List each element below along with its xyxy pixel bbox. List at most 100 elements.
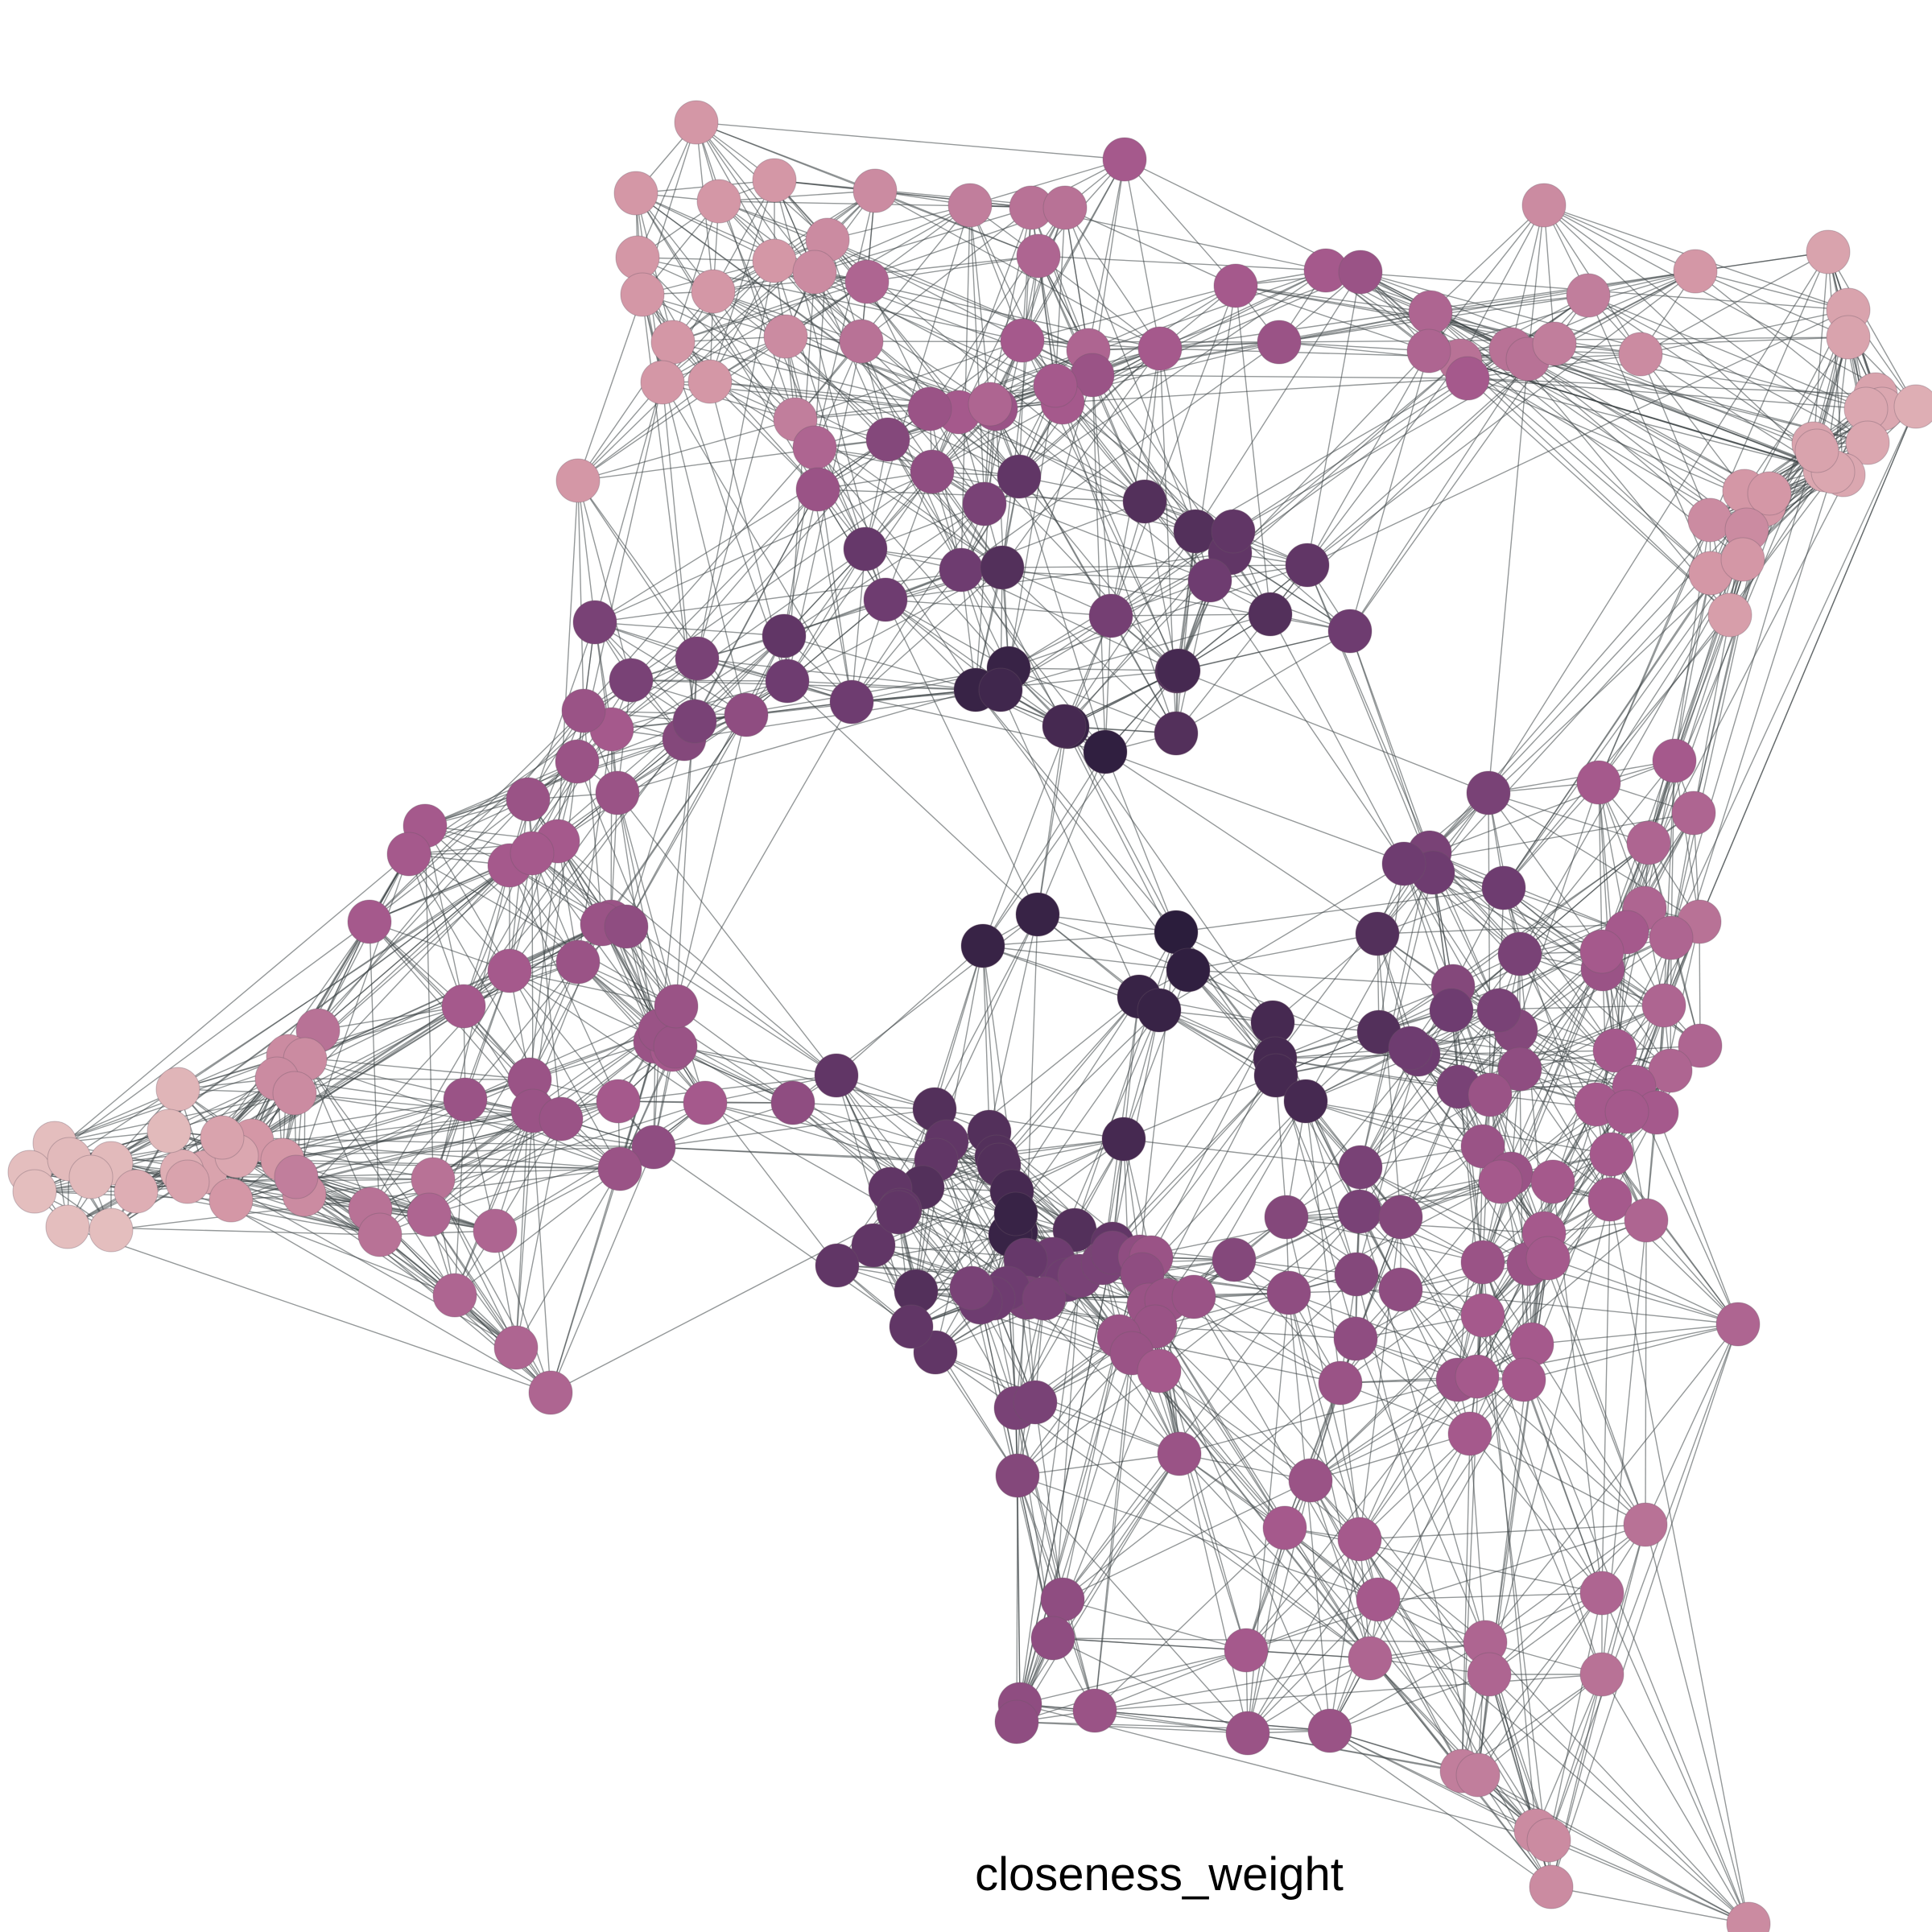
graph-edge xyxy=(662,336,786,383)
graph-edge xyxy=(1329,1730,1550,1841)
graph-edge xyxy=(935,1352,1180,1455)
graph-edge xyxy=(287,1055,530,1080)
graph-edge xyxy=(1459,204,1545,361)
graph-edge xyxy=(1124,159,1161,349)
graph-edge xyxy=(696,658,976,691)
graph-node xyxy=(539,1096,584,1141)
graph-node xyxy=(1171,1274,1216,1319)
graph-edge xyxy=(696,439,889,659)
graph-node xyxy=(1720,537,1765,582)
graph-edge xyxy=(1179,1453,1311,1481)
graph-node xyxy=(572,600,617,645)
graph-edge xyxy=(934,1108,1125,1140)
graph-edge xyxy=(1377,1592,1603,1600)
graph-edge xyxy=(1037,914,1189,971)
graph-edge xyxy=(969,204,985,505)
graph-node xyxy=(1579,1571,1624,1616)
graph-edge xyxy=(642,294,1020,477)
graph-edge xyxy=(1428,204,1545,352)
graph-edge xyxy=(1179,1453,1371,1659)
graph-edge xyxy=(1467,378,1765,506)
graph-edge xyxy=(1482,951,1603,1147)
graph-edge xyxy=(1548,1839,1749,1925)
graph-node xyxy=(1587,1177,1633,1222)
graph-edge xyxy=(1400,1216,1478,1377)
graph-edge xyxy=(694,701,852,722)
graph-edge xyxy=(1360,271,1867,410)
graph-edge xyxy=(408,853,464,1007)
graph-edge xyxy=(432,970,510,1180)
graph-edge xyxy=(594,621,618,794)
graph-edge xyxy=(935,1352,1018,1476)
graph-edge xyxy=(1510,349,1711,521)
graph-edge xyxy=(637,257,796,420)
graph-edge xyxy=(998,1009,1160,1166)
graph-node xyxy=(1467,1652,1512,1697)
graph-node xyxy=(1333,1316,1378,1361)
graph-edge xyxy=(1663,760,1675,1006)
graph-edge xyxy=(1019,1703,1249,1734)
graph-edge xyxy=(1139,1211,1360,1257)
graph-node xyxy=(1589,1132,1634,1177)
graph-node xyxy=(1624,1198,1669,1243)
graph-edge xyxy=(1001,348,1161,568)
graph-node xyxy=(89,1208,134,1253)
graph-edge xyxy=(1515,1030,1739,1325)
graph-node xyxy=(561,688,606,733)
graph-edge xyxy=(672,281,868,343)
graph-node xyxy=(510,831,555,876)
graph-edge xyxy=(1547,1257,1739,1325)
graph-edge xyxy=(1019,1453,1180,1705)
graph-edge xyxy=(1648,572,1711,844)
graph-edge xyxy=(1476,1376,1646,1525)
graph-edge xyxy=(1548,1592,1603,1841)
graph-edge xyxy=(1503,887,1628,933)
graph-node xyxy=(1429,988,1474,1033)
graph-edge xyxy=(1369,1657,1537,1831)
graph-node xyxy=(863,577,908,622)
graph-edge xyxy=(996,996,1140,1158)
graph-edge xyxy=(1112,1075,1277,1245)
graph-edge xyxy=(463,865,510,1007)
graph-edge xyxy=(989,159,1125,405)
graph-edge xyxy=(1645,1220,1739,1325)
graph-edge xyxy=(1094,1674,1603,1711)
graph-node xyxy=(844,259,890,304)
graph-edge xyxy=(1178,670,1489,794)
graph-edge xyxy=(1064,207,1236,287)
graph-edge xyxy=(1310,1480,1463,1772)
graph-node xyxy=(1388,1026,1433,1071)
graph-node xyxy=(939,547,984,592)
graph-edge xyxy=(577,480,596,623)
graph-edge xyxy=(1209,580,1405,865)
graph-edge xyxy=(1428,270,1696,352)
graph-edge xyxy=(935,1138,1125,1161)
graph-edge xyxy=(1695,270,1849,311)
graph-edge xyxy=(975,689,1177,933)
graph-edge xyxy=(1015,1009,1160,1215)
graph-edge xyxy=(1193,1296,1490,1675)
graph-edge xyxy=(1148,1304,1371,1659)
graph-edge xyxy=(1018,476,1179,671)
graph-node xyxy=(752,238,797,283)
graph-edge xyxy=(635,192,775,262)
graph-edge xyxy=(1062,1453,1180,1600)
graph-node xyxy=(1285,543,1330,588)
graph-edge xyxy=(1349,630,1430,853)
graph-node xyxy=(1030,1616,1075,1661)
graph-edge xyxy=(630,489,819,681)
graph-edge xyxy=(1017,1335,1120,1476)
graph-edge xyxy=(317,1005,464,1031)
graph-edge xyxy=(874,190,1039,257)
graph-edge xyxy=(1601,1524,1646,1675)
graph-edge xyxy=(509,865,619,1102)
graph-node xyxy=(763,314,808,359)
graph-node xyxy=(1707,592,1752,638)
graph-edge xyxy=(827,239,1089,351)
graph-node xyxy=(1262,1505,1307,1550)
graph-edge xyxy=(1158,1370,1247,1651)
graph-edge xyxy=(792,1102,1000,1166)
graph-edge xyxy=(1457,1323,1739,1381)
graph-edge xyxy=(29,921,370,1173)
graph-edge xyxy=(1016,1649,1247,1723)
